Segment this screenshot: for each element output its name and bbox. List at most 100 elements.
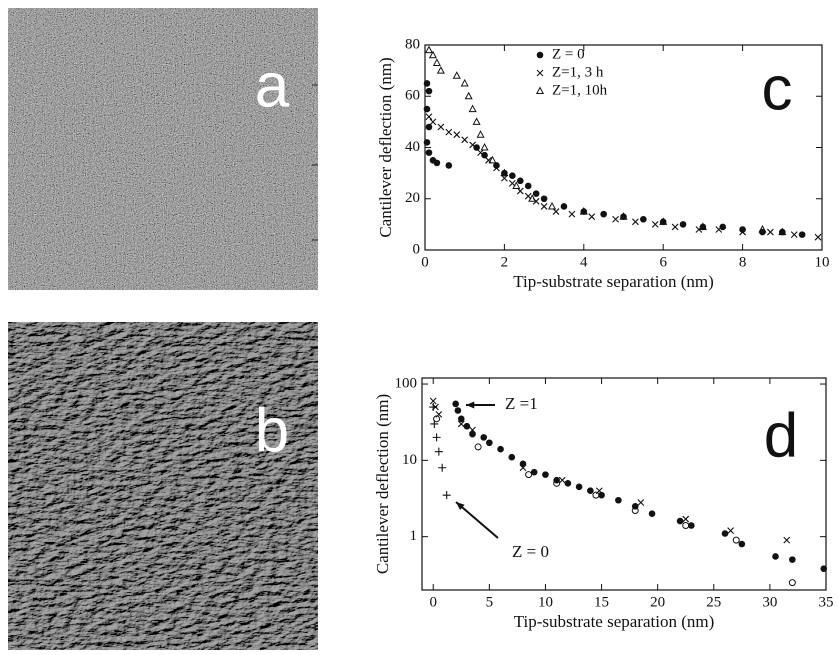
legend-label: Z=1, 10h bbox=[552, 82, 608, 98]
point bbox=[575, 483, 583, 491]
x-tick-label: 15 bbox=[594, 594, 609, 610]
point bbox=[558, 476, 566, 484]
point bbox=[588, 213, 596, 221]
point bbox=[516, 187, 524, 195]
point bbox=[640, 215, 647, 223]
x-tick-label: 8 bbox=[739, 254, 747, 270]
point bbox=[477, 149, 484, 157]
point bbox=[433, 415, 441, 423]
point bbox=[540, 195, 548, 203]
point bbox=[432, 433, 441, 442]
x-tick-label: 30 bbox=[762, 594, 777, 610]
y-tick-label: 60 bbox=[405, 88, 420, 104]
point bbox=[525, 471, 533, 479]
point bbox=[600, 210, 607, 218]
point bbox=[767, 228, 774, 236]
y-axis-label: Cantilever deflection (nm) bbox=[376, 57, 395, 237]
point bbox=[519, 464, 527, 472]
point bbox=[779, 228, 786, 236]
y-axis-label: Cantilever deflection (nm) bbox=[373, 394, 392, 574]
point bbox=[425, 149, 433, 156]
point bbox=[532, 190, 540, 197]
point bbox=[476, 130, 485, 138]
point bbox=[568, 210, 576, 218]
point bbox=[436, 66, 445, 74]
plot-points bbox=[423, 45, 822, 241]
point bbox=[425, 113, 433, 121]
point bbox=[772, 553, 779, 560]
point bbox=[429, 118, 437, 126]
legend-label: Z = 0 bbox=[552, 46, 585, 62]
point bbox=[758, 224, 767, 233]
point bbox=[488, 155, 497, 164]
point bbox=[423, 105, 431, 113]
point bbox=[738, 540, 746, 548]
x-tick-label: 6 bbox=[659, 254, 667, 270]
point bbox=[445, 128, 453, 136]
annotation-arrowhead bbox=[466, 401, 475, 409]
point bbox=[699, 223, 707, 231]
point bbox=[542, 471, 549, 478]
point bbox=[798, 231, 806, 238]
point bbox=[423, 139, 431, 146]
point bbox=[732, 536, 740, 544]
panel-label: a bbox=[255, 51, 290, 120]
point bbox=[438, 463, 447, 472]
point bbox=[530, 468, 538, 476]
point bbox=[528, 194, 537, 202]
x-tick-label: 2 bbox=[501, 254, 509, 270]
annotation: Z = 0 bbox=[512, 542, 549, 561]
point bbox=[435, 411, 443, 418]
legend-item: Z = 0 bbox=[536, 46, 585, 62]
point bbox=[481, 151, 488, 159]
point bbox=[598, 491, 605, 499]
point bbox=[493, 164, 500, 172]
point bbox=[428, 50, 437, 59]
y-tick-label: 40 bbox=[405, 139, 420, 155]
point bbox=[480, 142, 489, 151]
afm-image-b bbox=[8, 322, 318, 650]
point bbox=[472, 117, 481, 125]
x-tick-label: 10 bbox=[538, 594, 553, 610]
point bbox=[473, 144, 480, 151]
point bbox=[790, 231, 798, 239]
point bbox=[592, 491, 600, 499]
x-axis-label: Tip-substrate separation (nm) bbox=[513, 272, 714, 291]
point bbox=[619, 212, 628, 220]
point bbox=[512, 181, 521, 189]
legend-item: Z=1, 3 h bbox=[536, 64, 604, 80]
point bbox=[501, 174, 508, 182]
point bbox=[676, 517, 684, 525]
point bbox=[814, 233, 822, 241]
point bbox=[580, 208, 588, 215]
afm-image-a bbox=[8, 8, 318, 290]
panel-label: d bbox=[764, 401, 798, 470]
point bbox=[778, 227, 787, 236]
point bbox=[460, 78, 469, 87]
point bbox=[480, 434, 488, 441]
point bbox=[553, 479, 561, 487]
point bbox=[432, 58, 441, 66]
point bbox=[637, 499, 645, 506]
panel-label: b bbox=[255, 396, 289, 465]
x-tick-label: 0 bbox=[429, 594, 437, 610]
y-tick-label: 20 bbox=[405, 190, 420, 206]
point bbox=[433, 159, 441, 167]
point bbox=[474, 443, 482, 451]
point bbox=[688, 522, 695, 529]
point bbox=[463, 422, 471, 430]
point bbox=[469, 141, 477, 149]
y-tick-label: 10 bbox=[402, 452, 417, 468]
point bbox=[788, 579, 796, 587]
annotation-arrowhead bbox=[456, 502, 465, 511]
point bbox=[461, 136, 469, 144]
point bbox=[454, 407, 462, 414]
point bbox=[457, 420, 465, 428]
y-tick-label: 0 bbox=[413, 241, 421, 257]
point bbox=[820, 565, 828, 573]
legend-marker bbox=[536, 51, 544, 59]
point bbox=[789, 556, 796, 563]
point bbox=[453, 131, 461, 139]
point bbox=[612, 215, 619, 223]
